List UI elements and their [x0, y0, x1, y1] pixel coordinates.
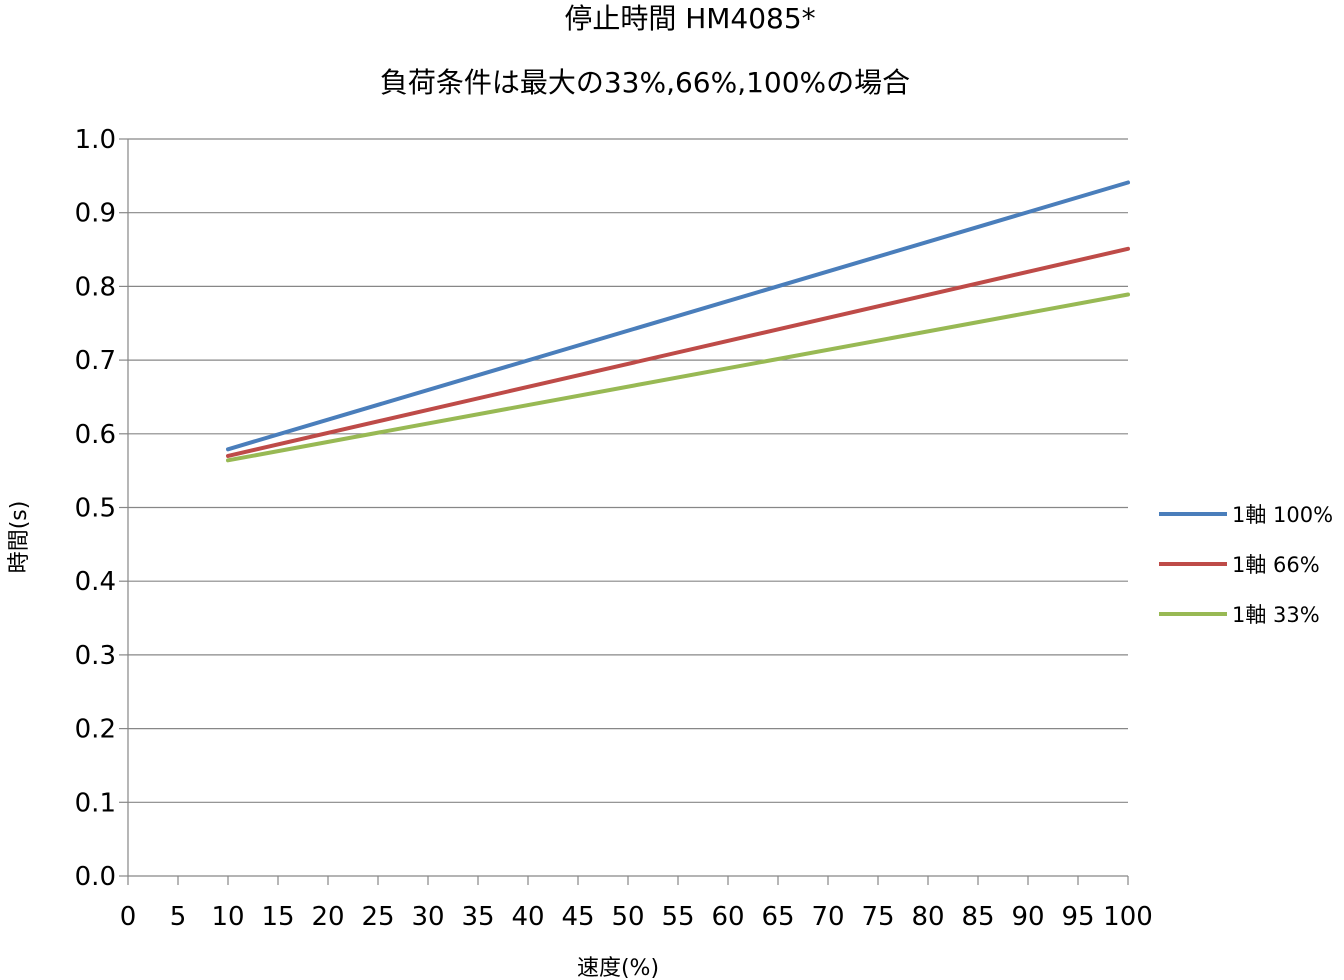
x-tick-label: 75	[861, 902, 894, 932]
x-tick-label: 15	[261, 902, 294, 932]
x-tick-label: 40	[511, 902, 544, 932]
x-axis-title: 速度(%)	[577, 956, 659, 980]
y-tick-label: 0.8	[75, 272, 116, 302]
y-tick-label: 0.7	[75, 346, 116, 376]
y-tick-label: 0.0	[75, 862, 116, 892]
y-tick-label: 0.2	[75, 715, 116, 745]
x-tick-label: 95	[1061, 902, 1094, 932]
x-tick-label: 80	[911, 902, 944, 932]
chart-title: 停止時間 HM4085*	[564, 2, 815, 35]
y-tick-label: 0.3	[75, 641, 116, 671]
y-tick-label: 0.6	[75, 420, 116, 450]
x-tick-label: 50	[611, 902, 644, 932]
x-tick-label: 55	[661, 902, 694, 932]
x-tick-label: 20	[311, 902, 344, 932]
x-tick-label: 25	[361, 902, 394, 932]
chart-subtitle: 負荷条件は最大の33%,66%,100%の場合	[380, 66, 910, 99]
x-tick-label: 0	[120, 902, 137, 932]
x-tick-label: 85	[961, 902, 994, 932]
legend-label: 1軸 66%	[1232, 553, 1320, 577]
y-axis-title: 時間(s)	[7, 501, 32, 574]
y-tick-label: 0.9	[75, 199, 116, 229]
y-tick-label: 0.5	[75, 494, 116, 524]
series-lines	[226, 180, 1130, 463]
x-tick-label: 5	[170, 902, 187, 932]
x-tick-label: 35	[461, 902, 494, 932]
y-tick-labels: 0.0 0.1 0.2 0.3 0.4 0.5 0.6 0.7 0.8 0.9 1.0	[75, 125, 116, 892]
y-tick-label: 0.4	[75, 567, 116, 597]
x-tick-label: 60	[711, 902, 744, 932]
y-tick-label: 0.1	[75, 788, 116, 818]
x-tick-label: 30	[411, 902, 444, 932]
legend: 1軸 100% 1軸 66% 1軸 33%	[1159, 503, 1333, 627]
x-tick-label: 65	[761, 902, 794, 932]
x-tick-labels: 0 5 10 15 20 25 30 35 40 45 50 55 60 65 70 75 80 85 90 95 10…	[120, 902, 1153, 932]
x-tick-label: 45	[561, 902, 594, 932]
series-line	[226, 180, 1130, 452]
legend-label: 1軸 100%	[1232, 503, 1333, 527]
series-line	[226, 292, 1130, 463]
y-tick-label: 1.0	[75, 125, 116, 155]
legend-label: 1軸 33%	[1232, 603, 1320, 627]
gridlines	[128, 138, 1128, 803]
x-tick-label: 10	[211, 902, 244, 932]
x-tick-label: 90	[1011, 902, 1044, 932]
series-line	[226, 246, 1130, 458]
x-tick-label: 100	[1103, 902, 1153, 932]
axes	[119, 138, 1129, 885]
x-tick-label: 70	[811, 902, 844, 932]
